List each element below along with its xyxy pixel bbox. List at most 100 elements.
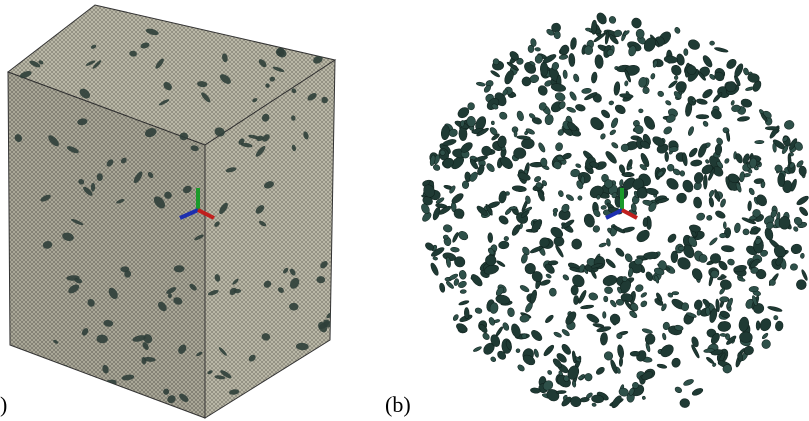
particle xyxy=(706,215,713,221)
particle xyxy=(756,194,767,207)
particle xyxy=(781,145,789,154)
particle xyxy=(739,171,745,183)
particle xyxy=(521,76,532,87)
particle xyxy=(491,133,500,141)
cube-right-face xyxy=(204,59,336,419)
particle xyxy=(500,156,513,169)
particle xyxy=(714,71,725,82)
inclusion xyxy=(10,390,17,398)
particle xyxy=(624,253,633,263)
particle xyxy=(624,299,633,311)
particle xyxy=(715,210,726,219)
particle xyxy=(453,278,459,286)
particle xyxy=(600,332,608,346)
inclusion xyxy=(8,46,19,55)
particle xyxy=(624,80,629,87)
inclusion xyxy=(132,335,146,342)
particle xyxy=(667,233,677,243)
particle xyxy=(516,57,524,65)
particle xyxy=(606,49,614,56)
particle xyxy=(796,160,804,168)
particle xyxy=(578,375,584,380)
particle xyxy=(676,192,687,204)
particle xyxy=(660,344,674,358)
particle xyxy=(608,100,614,106)
inclusion xyxy=(87,298,95,307)
particle xyxy=(671,64,682,76)
particle xyxy=(714,47,729,53)
particle xyxy=(721,245,735,253)
particle xyxy=(553,331,562,338)
particle xyxy=(490,334,501,347)
particle xyxy=(722,364,733,374)
particle xyxy=(451,193,464,204)
particle xyxy=(604,286,613,294)
particle xyxy=(772,142,777,153)
particle xyxy=(442,234,449,240)
axis-x xyxy=(197,208,215,220)
inclusion xyxy=(96,173,103,182)
particle xyxy=(613,29,623,37)
particle xyxy=(601,109,611,119)
particle xyxy=(423,184,435,198)
particle xyxy=(702,55,713,68)
inclusion xyxy=(194,234,204,241)
particle xyxy=(726,335,737,345)
particle xyxy=(688,147,698,158)
particle xyxy=(710,269,719,279)
particle xyxy=(517,364,525,372)
particle xyxy=(596,326,612,333)
particle xyxy=(458,270,467,280)
particle xyxy=(640,292,647,298)
particle xyxy=(734,222,741,233)
particle xyxy=(581,87,592,94)
particle xyxy=(499,111,508,120)
particle xyxy=(604,179,614,189)
particle xyxy=(735,153,743,164)
particle xyxy=(562,152,572,160)
particle xyxy=(443,224,453,233)
particle xyxy=(431,247,445,257)
particle xyxy=(635,284,644,292)
inclusion xyxy=(303,131,309,140)
particle xyxy=(527,44,535,53)
particle xyxy=(665,100,672,106)
particle xyxy=(538,102,547,111)
particle xyxy=(450,247,460,253)
inclusion xyxy=(214,375,226,380)
inclusion xyxy=(219,202,228,215)
particle xyxy=(727,173,740,184)
inclusion xyxy=(179,132,189,141)
particle xyxy=(615,299,625,306)
particle xyxy=(575,163,582,168)
particle xyxy=(750,258,760,268)
particle xyxy=(752,80,762,92)
particle xyxy=(636,229,650,243)
particle xyxy=(549,287,557,297)
particle xyxy=(474,307,483,314)
particle xyxy=(567,121,577,132)
particle xyxy=(717,275,727,281)
particle xyxy=(774,164,783,173)
particle xyxy=(553,30,561,40)
particle xyxy=(530,387,541,394)
inclusion xyxy=(66,275,80,281)
particle xyxy=(485,203,493,216)
inclusion xyxy=(179,393,189,403)
particle xyxy=(457,107,470,119)
particle xyxy=(719,310,731,318)
particle xyxy=(641,328,653,334)
particle xyxy=(731,104,741,112)
particle xyxy=(529,74,540,84)
particle xyxy=(778,216,791,230)
particle xyxy=(667,292,674,298)
particle xyxy=(573,73,580,83)
inclusion xyxy=(261,113,270,122)
inclusion xyxy=(295,342,309,351)
particle xyxy=(754,237,762,245)
particle xyxy=(740,98,753,108)
inclusion xyxy=(291,365,301,374)
particle xyxy=(458,281,467,288)
particle xyxy=(590,117,603,130)
